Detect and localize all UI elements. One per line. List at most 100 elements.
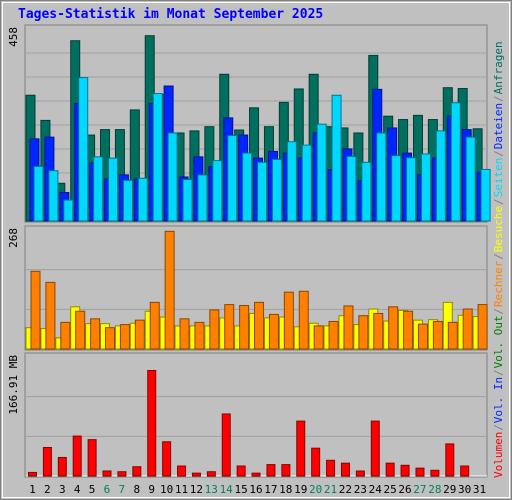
- bar-volumen-day-3: [57, 456, 67, 477]
- bar-volumen-day-11: [177, 465, 187, 477]
- bar-rechner-day-31: [477, 304, 488, 350]
- bar-rechner-day-11: [179, 318, 190, 350]
- bar-rechner-day-13: [209, 309, 220, 350]
- bar-seiten-day-11: [182, 178, 193, 222]
- panel-top: [24, 24, 491, 223]
- x-tick-label: 2: [44, 483, 51, 496]
- legend-item: Vol. Out: [492, 315, 505, 368]
- bar-seiten-day-18: [286, 141, 297, 222]
- bar-rechner-day-25: [388, 306, 399, 350]
- x-tick-label: 4: [74, 483, 81, 496]
- chart-title: Tages-Statistik im Monat September 2025: [18, 7, 324, 22]
- bar-seiten-day-9: [152, 93, 163, 222]
- x-tick-label: 17: [264, 483, 277, 496]
- bar-rechner-day-4: [75, 310, 86, 350]
- legend-item: Vol. In: [492, 377, 505, 423]
- bar-seiten-day-27: [420, 153, 431, 222]
- bar-volumen-day-8: [132, 466, 142, 477]
- bar-seiten-day-30: [465, 136, 476, 222]
- bar-rechner-day-17: [268, 313, 279, 350]
- bar-volumen-day-25: [385, 462, 395, 477]
- bar-volumen-day-1: [28, 471, 37, 477]
- x-tick-label: 6: [104, 483, 111, 496]
- bar-seiten-day-23: [361, 161, 372, 222]
- x-tick-label: 9: [148, 483, 155, 496]
- y-max-label-middle: 268: [7, 228, 20, 248]
- bar-rechner-day-8: [134, 319, 145, 350]
- bar-rechner-day-7: [119, 324, 130, 350]
- bar-volumen-day-6: [102, 470, 112, 477]
- bar-rechner-day-18: [283, 291, 294, 350]
- bar-seiten-day-1: [33, 166, 44, 222]
- bar-rechner-day-6: [105, 327, 116, 350]
- bar-rechner-day-30: [462, 308, 473, 350]
- bar-seiten-day-8: [137, 177, 148, 222]
- bar-volumen-day-21: [326, 459, 336, 477]
- x-tick-label: 18: [279, 483, 292, 496]
- x-tick-label: 31: [473, 483, 486, 496]
- x-tick-label: 14: [220, 483, 234, 496]
- legend-item: Rechner: [492, 260, 505, 307]
- legend-item: Seiten: [492, 158, 505, 198]
- bar-seiten-day-16: [257, 161, 268, 222]
- bar-volumen-day-2: [42, 446, 52, 477]
- bar-seiten-day-29: [450, 102, 461, 222]
- bar-seiten-day-15: [242, 152, 253, 222]
- x-tick-label: 29: [443, 483, 456, 496]
- bar-volumen-day-14: [221, 413, 231, 477]
- bar-volumen-day-29: [445, 443, 455, 477]
- bar-volumen-day-12: [191, 472, 201, 477]
- bar-seiten-day-25: [391, 155, 402, 222]
- bar-rechner-day-10: [164, 230, 175, 350]
- bar-rechner-day-16: [254, 301, 265, 350]
- x-tick-label: 19: [294, 483, 307, 496]
- legend-item: Anfragen: [492, 41, 505, 94]
- bar-seiten-day-13: [212, 160, 223, 222]
- bar-rechner-day-2: [45, 281, 56, 350]
- bar-rechner-day-3: [60, 321, 71, 350]
- bar-volumen-day-10: [162, 441, 172, 477]
- right-legend: Volumen/Vol. In/Vol. Out/Rechner/Besuche…: [492, 41, 505, 478]
- bar-rechner-day-12: [194, 321, 205, 350]
- bar-seiten-day-2: [48, 170, 59, 222]
- bar-volumen-day-27: [415, 467, 425, 477]
- legend-item: /: [492, 253, 505, 260]
- x-tick-label: 26: [398, 483, 411, 496]
- legend-item: /: [492, 150, 505, 157]
- legend-item: Volumen: [492, 432, 505, 478]
- bar-seiten-day-21: [331, 94, 342, 222]
- bar-seiten-day-17: [271, 158, 282, 222]
- bar-seiten-day-19: [301, 144, 312, 222]
- legend-item: /: [492, 424, 505, 431]
- bar-volumen-day-28: [430, 469, 440, 477]
- bar-rechner-day-27: [417, 323, 428, 350]
- x-tick-label: 7: [119, 483, 126, 496]
- x-tick-label: 25: [384, 483, 397, 496]
- x-tick-label: 15: [234, 483, 247, 496]
- bar-volumen-day-20: [311, 447, 321, 477]
- bar-volumen-day-22: [340, 462, 350, 477]
- x-tick-label: 30: [458, 483, 471, 496]
- bar-volumen-day-19: [296, 420, 306, 477]
- bar-rechner-day-5: [90, 318, 101, 350]
- bar-volumen-day-7: [117, 471, 127, 477]
- bar-volumen-day-15: [236, 465, 246, 477]
- bar-rechner-day-23: [358, 315, 369, 350]
- bar-seiten-day-26: [406, 157, 417, 222]
- x-tick-label: 27: [413, 483, 426, 496]
- bar-rechner-day-9: [149, 301, 160, 350]
- bar-seiten-day-7: [122, 179, 133, 222]
- panel-middle: [24, 225, 488, 351]
- bar-seiten-day-10: [167, 132, 178, 222]
- bar-rechner-day-21: [328, 320, 339, 350]
- x-axis-day-labels: 1 2 3 4 5 6 7 8 9 10 11 12 13 14 15 16 17 18 19 20 21 22 23 24 2…: [29, 483, 486, 496]
- x-tick-label: 16: [249, 483, 262, 496]
- bar-rechner-day-19: [298, 290, 309, 350]
- bar-rechner-day-24: [373, 312, 384, 350]
- bar-seiten-day-4: [78, 77, 89, 222]
- bar-rechner-day-15: [239, 304, 250, 350]
- bar-rechner-day-26: [403, 310, 414, 350]
- bar-seiten-day-24: [376, 132, 387, 222]
